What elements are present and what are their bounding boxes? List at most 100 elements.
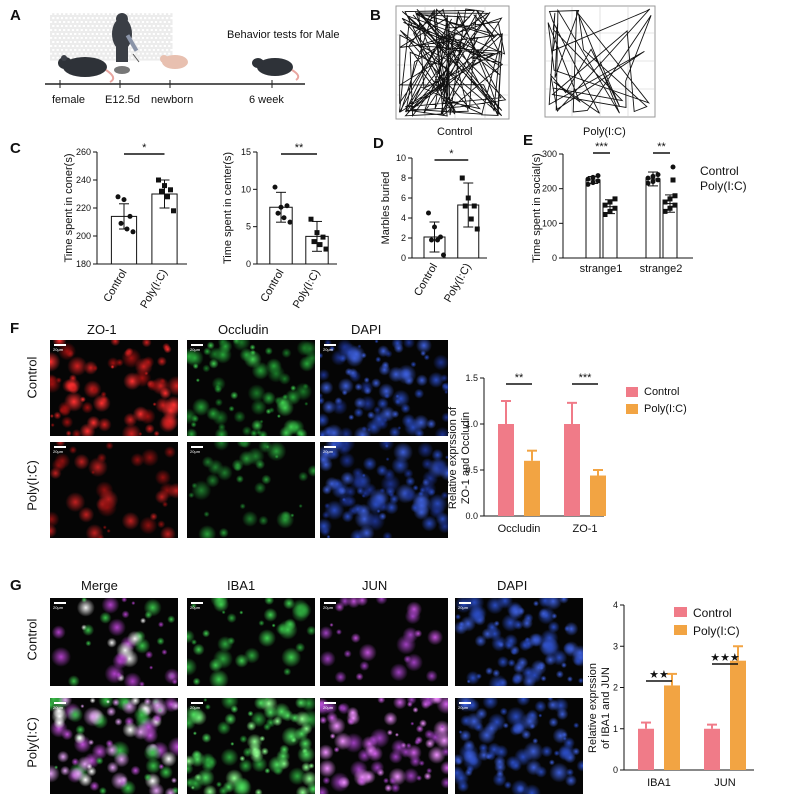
data-point <box>602 202 608 208</box>
bar-F-0-0 <box>498 424 514 516</box>
watermark: ▓▓▓▓ <box>50 10 173 57</box>
data-point <box>590 174 596 180</box>
significance-label: *** <box>579 372 593 384</box>
data-point <box>607 208 613 214</box>
col-occludin: Occludin <box>218 322 269 337</box>
bar-G-0-0 <box>638 728 654 770</box>
mouse-timeline-illustration <box>45 13 305 88</box>
significance-label: ** <box>295 142 304 154</box>
data-point <box>585 176 591 182</box>
legend-g-control: Control <box>693 606 732 620</box>
scale-bar <box>191 344 203 346</box>
data-point <box>168 187 173 193</box>
panel-label-a: A <box>10 7 21 24</box>
significance-label: * <box>449 148 454 160</box>
scale-bar-label: 20μm <box>323 705 334 710</box>
E-tick-label: 0 <box>552 253 557 263</box>
scale-bar-label: 20μm <box>190 347 201 352</box>
scale-bar <box>191 446 203 448</box>
data-point <box>124 226 130 232</box>
micro-f-zo1-control: 20μm <box>50 340 178 436</box>
data-point <box>650 179 656 185</box>
data-point <box>130 229 136 235</box>
panel-label-c: C <box>10 140 21 157</box>
category-label: Occludin <box>498 523 541 535</box>
data-point <box>115 194 121 200</box>
micro-f-occludin-poly: 20μm <box>187 442 315 538</box>
g-ylabel: Relative exprssion of IBA1 and JUN <box>587 663 612 753</box>
micro-g-iba1-control: 20μm <box>187 598 315 686</box>
scale-bar <box>324 344 336 346</box>
category-label: ZO-1 <box>572 523 597 535</box>
scale-bar-label: 20μm <box>53 605 64 610</box>
significance-label: ★★★ <box>710 652 740 664</box>
data-point <box>595 178 601 184</box>
col-iba1: IBA1 <box>227 578 256 593</box>
data-point <box>287 219 293 225</box>
significance-label: * <box>142 142 147 154</box>
data-point <box>121 197 127 203</box>
D-tick-label: 8 <box>401 173 406 183</box>
data-point <box>667 196 673 202</box>
f-ylabel: Relative exprssion of ZO-1 and Occludin <box>447 406 472 510</box>
row-f-poly: Poly(I:C) <box>24 460 40 511</box>
micro-f-occludin-control: 20μm <box>187 340 315 436</box>
F-tick-label: 1.5 <box>465 373 478 383</box>
data-point <box>655 177 661 183</box>
C1-tick-label: 200 <box>76 231 91 241</box>
scale-bar <box>324 446 336 448</box>
legend-e-poly: Poly(I:C) <box>700 179 747 193</box>
data-point <box>171 208 176 214</box>
y-axis-label: Time spent in social(s) <box>531 153 543 263</box>
data-point <box>468 216 474 222</box>
scale-bar <box>54 344 66 346</box>
data-point <box>156 177 161 183</box>
scale-bar <box>54 602 66 604</box>
data-point <box>441 252 446 258</box>
data-point <box>311 239 317 245</box>
data-point <box>459 175 465 181</box>
E-tick-label: 100 <box>542 218 557 228</box>
micro-g-dapi-poly: 20μm <box>455 698 583 794</box>
D-tick-label: 10 <box>396 153 406 163</box>
scale-bar-label: 20μm <box>458 605 469 610</box>
G-tick-label: 3 <box>613 641 618 651</box>
scale-bar-label: 20μm <box>458 705 469 710</box>
category-label: IBA1 <box>647 777 671 789</box>
data-point <box>278 204 284 210</box>
category-label: Poly(I:C) <box>442 262 474 305</box>
scale-bar <box>324 602 336 604</box>
panel-label-e: E <box>523 132 534 149</box>
scale-bar <box>324 702 336 704</box>
E-tick-label: 300 <box>542 149 557 159</box>
data-point <box>323 246 329 252</box>
scale-bar-label: 20μm <box>190 605 201 610</box>
panel-label-d: D <box>373 135 384 152</box>
micro-f-dapi-control: 20μm <box>320 340 448 436</box>
data-point <box>272 184 278 190</box>
data-point <box>602 211 608 217</box>
category-label: Control <box>258 268 286 305</box>
scale-bar-label: 20μm <box>53 705 64 710</box>
col-dapi-g: DAPI <box>497 578 528 593</box>
data-point <box>462 203 468 209</box>
behavior-tests-label: Behavior tests for Male <box>227 29 340 41</box>
data-point <box>595 173 601 179</box>
micro-g-jun-poly: 20μm <box>320 698 448 794</box>
data-point <box>162 183 167 189</box>
y-axis-label: Marbles buried <box>380 172 392 245</box>
data-point <box>645 180 651 186</box>
legend-f-poly-swatch <box>626 404 638 414</box>
F-tick-label: 0.5 <box>465 465 478 475</box>
newborn-mouse-icon <box>160 55 188 69</box>
bar-F-1-0 <box>564 424 580 516</box>
category-label: Poly(I:C) <box>138 268 170 311</box>
G-tick-label: 0 <box>613 765 618 775</box>
data-point <box>585 181 591 187</box>
micro-g-iba1-poly: 20μm <box>187 698 315 794</box>
data-point <box>650 173 656 179</box>
panel-label-b: B <box>370 7 381 24</box>
col-merge: Merge <box>81 578 118 593</box>
scale-bar-label: 20μm <box>323 449 334 454</box>
